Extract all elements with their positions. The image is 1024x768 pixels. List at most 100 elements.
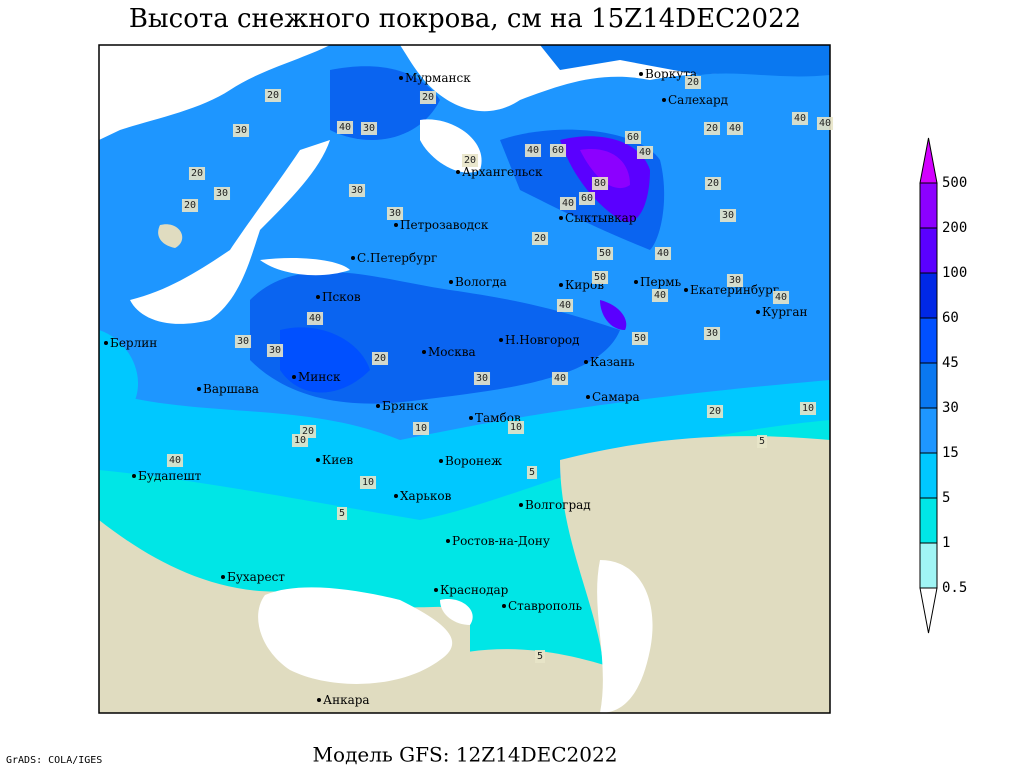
city-dot [559,216,563,220]
city-label: Вологда [455,275,507,289]
contour-label-box [703,122,721,135]
contour-label: 30 [235,125,247,136]
map-frame [98,44,831,714]
city-label: Пермь [640,275,682,289]
city-dot [104,341,108,345]
contour-labels: 20 20 30 40 30 20 30 20 30 30 20 40 60 6… [166,76,834,663]
colorbar-lower-triangle [919,587,938,634]
contour-label: 40 [775,292,787,303]
contour-label-box [531,232,549,245]
contour-label: 50 [634,333,646,344]
colorbar-label: 100 [942,265,967,281]
city-dot [756,310,760,314]
contour-label: 5 [339,508,345,519]
contour-label-box [266,344,284,357]
contour-label: 40 [309,313,321,324]
city-dot [449,280,453,284]
contour-label-box [591,177,609,190]
city-dot [439,459,443,463]
contour-label-box [188,167,206,180]
contour-label-box [264,89,282,102]
contour-label: 10 [510,422,522,433]
city-label: Москва [428,345,476,359]
contour-label-box [507,421,525,434]
contour-label-box [461,154,479,167]
contour-label-box [412,422,430,435]
contour-label: 30 [216,188,228,199]
contour-label: 20 [422,92,434,103]
city-label: Самара [592,390,640,404]
colorbar-band [919,362,938,409]
contour-label-box [166,454,184,467]
colorbar-band [919,182,938,229]
contour-label: 40 [562,198,574,209]
contour-label-box [234,335,252,348]
contour-label: 20 [302,426,314,437]
city-label: Курган [762,305,807,319]
cities: Мурманск Воркута Салехард Архангельск Пе… [104,67,807,707]
colorbar-label: 0.5 [942,580,967,596]
colorbar-label: 15 [942,445,959,461]
contour-label-box [526,466,538,479]
contour-label: 50 [594,272,606,283]
contour-label: 40 [559,300,571,311]
contour-label-box [348,184,366,197]
contour-label: 40 [554,373,566,384]
city-label: Ростов-на-Дону [452,534,550,548]
contour-label: 40 [657,248,669,259]
city-dot [502,604,506,608]
contour-label-box [534,650,546,663]
contour-label: 20 [706,123,718,134]
city-dot [639,72,643,76]
contour-label: 40 [794,113,806,124]
contour-label: 10 [802,403,814,414]
contour-label: 20 [534,233,546,244]
city-dot [132,474,136,478]
contour-label-box [559,197,577,210]
contour-label: 20 [464,155,476,166]
contour-label-box [651,289,669,302]
city-label: Берлин [110,336,157,350]
contour-label: 30 [476,373,488,384]
contour-label: 5 [529,467,535,478]
contour-label: 80 [594,178,606,189]
city-dot [221,575,225,579]
contour-label: 50 [599,248,611,259]
model-caption: Модель GFS: 12Z14DEC2022 [313,743,618,767]
city-dot [197,387,201,391]
city-label: Мурманск [405,71,471,85]
contour-label: 40 [639,147,651,158]
contour-label-box [706,405,724,418]
city-dot [559,283,563,287]
contour-label-box [791,112,809,125]
city-dot [422,350,426,354]
city-dot [394,223,398,227]
city-label: Псков [322,290,361,304]
colorbar-label: 200 [942,220,967,236]
city-label: Будапешт [138,469,202,483]
city-dot [469,416,473,420]
city-dot [456,170,460,174]
city-label: Анкара [323,693,370,707]
city-label: Минск [298,370,341,384]
contour-label: 30 [269,345,281,356]
contour-label-box [631,332,649,345]
contour-label: 20 [687,77,699,88]
contour-label-box [578,192,596,205]
colorbar-label: 500 [942,175,967,191]
contour-label-box [726,122,744,135]
colorbar-band [919,407,938,454]
title: Высота снежного покрова, см на 15Z14DEC2… [129,4,801,34]
colorbar-band [919,452,938,499]
city-label: Краснодар [440,583,509,597]
contour-label-box [551,372,569,385]
contour-label-box [386,207,404,220]
contour-label-box [704,177,722,190]
map [99,45,830,713]
contour-label-box [291,434,309,447]
city-label: Ставрополь [508,599,582,613]
city-dot [317,698,321,702]
contour-label: 20 [184,200,196,211]
credit: GrADS: COLA/IGES [6,755,102,766]
